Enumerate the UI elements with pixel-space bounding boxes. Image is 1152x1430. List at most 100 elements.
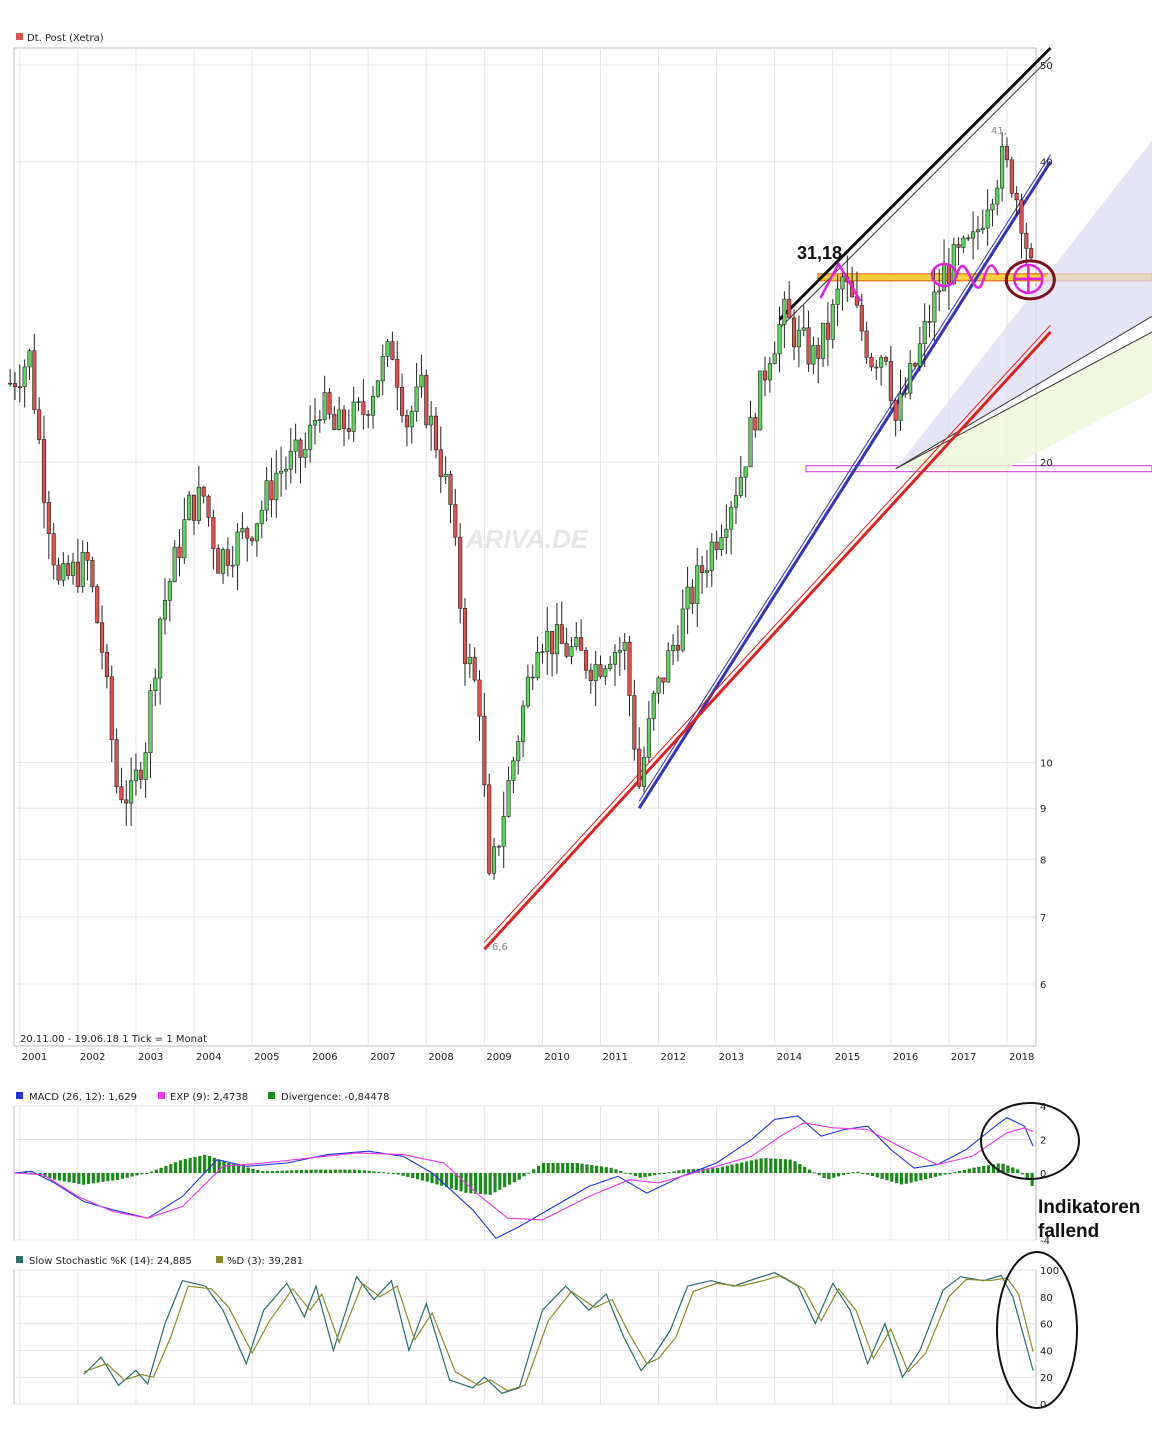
divergence-bar [599, 1166, 604, 1173]
candle-body [719, 537, 724, 550]
candle-body [1019, 199, 1024, 234]
candle-body [927, 321, 932, 323]
divergence-bar [319, 1169, 323, 1173]
candle-body [554, 624, 559, 655]
divergence-bar [836, 1173, 841, 1177]
divergence-bar [972, 1167, 976, 1173]
main-y-axis: 50 40 20 10 9 8 7 6 [1040, 61, 1053, 991]
macd-divergence-bars [24, 1154, 1034, 1195]
candle-body [472, 656, 477, 681]
candle-body [990, 203, 995, 211]
candle-body [506, 780, 511, 817]
candle-body [322, 392, 327, 420]
fan-line-upper [895, 315, 1152, 470]
candle-body [525, 676, 530, 707]
divergence-bar [633, 1173, 637, 1177]
stoch-circle-mark [996, 1251, 1078, 1409]
candle-body [951, 244, 956, 284]
candle-body [419, 374, 424, 388]
divergence-bar [967, 1168, 971, 1173]
divergence-bar [241, 1166, 245, 1173]
divergence-bar [866, 1173, 870, 1175]
divergence-bar [290, 1170, 294, 1173]
divergence-bar [449, 1173, 454, 1189]
candle-body [830, 304, 835, 340]
divergence-bar [420, 1173, 425, 1181]
divergence-bar [62, 1173, 66, 1182]
divergence-bar [82, 1173, 86, 1185]
candle-body [201, 486, 206, 497]
trend-line [483, 331, 1052, 951]
candle-body [211, 517, 216, 549]
note-line-1: Indikatoren [1038, 1197, 1140, 1218]
divergence-bar [919, 1173, 923, 1181]
macd-lines [13, 1115, 1034, 1239]
divergence-bar [890, 1173, 894, 1182]
candle-body [603, 668, 608, 677]
candle-body [971, 231, 976, 239]
divergence-bar [203, 1154, 207, 1173]
stoch-d-line [83, 1274, 1034, 1392]
candle-body [753, 417, 758, 431]
candle-body [840, 276, 845, 290]
candle-body [511, 760, 516, 781]
divergence-bar [677, 1170, 681, 1173]
divergence-bar [488, 1173, 492, 1195]
divergence-bar [130, 1173, 134, 1177]
candle-body [32, 350, 37, 411]
divergence-bar [561, 1162, 565, 1173]
candle-body [438, 449, 443, 478]
candle-body [796, 329, 801, 348]
candle-body [187, 494, 192, 521]
divergence-bar [875, 1173, 879, 1178]
main-x-axis: 2001 2002 2003 2004 2005 2006 2007 2008 2009 2010… [22, 1052, 1035, 1063]
candle-body [148, 690, 153, 753]
divergence-bar [425, 1173, 429, 1182]
candle-body [1014, 192, 1019, 201]
candle-body [274, 472, 279, 501]
candle-body [733, 495, 739, 508]
divergence-bar [53, 1173, 57, 1180]
divergence-bar [778, 1158, 783, 1173]
candle-body [767, 363, 772, 381]
candle-body [298, 439, 303, 458]
divergence-bar [111, 1173, 115, 1181]
candle-body [883, 357, 889, 362]
candle-body [632, 695, 637, 750]
divergence-bar [536, 1165, 541, 1173]
candle-body [114, 739, 119, 788]
candle-body [569, 646, 574, 657]
divergence-bar [986, 1165, 991, 1173]
divergence-bar [914, 1173, 918, 1182]
trend-line-parallel [638, 154, 1051, 802]
candle-body [762, 370, 768, 381]
divergence-bar [996, 1163, 1000, 1173]
candle-body [491, 846, 497, 874]
divergence-bar [628, 1173, 633, 1175]
candle-body [221, 549, 226, 574]
candle-body [588, 669, 593, 681]
divergence-bar [783, 1159, 787, 1173]
candle-body [443, 474, 448, 478]
divergence-bar [1011, 1167, 1015, 1173]
candle-body [385, 341, 390, 357]
divergence-bar [527, 1172, 531, 1174]
candle-body [250, 537, 255, 542]
divergence-bar [154, 1169, 158, 1173]
candle-body [709, 541, 714, 571]
candle-body [303, 449, 308, 458]
candle-body [124, 799, 129, 804]
divergence-bar [580, 1163, 584, 1173]
macd-y-axis: 4 2 0 -4 [1040, 1102, 1050, 1247]
divergence-bar [77, 1173, 81, 1184]
main-legend-label: Dt. Post (Xetra) [27, 33, 104, 44]
candle-body [888, 360, 893, 402]
divergence-bar [648, 1173, 652, 1177]
divergence-bar [415, 1173, 420, 1180]
candle-body [167, 581, 172, 601]
candle-body [240, 528, 245, 533]
divergence-bar [212, 1157, 216, 1173]
candle-body [787, 298, 792, 319]
stoch-y-tick: 0 [1040, 1400, 1046, 1411]
candle-body [356, 401, 361, 403]
